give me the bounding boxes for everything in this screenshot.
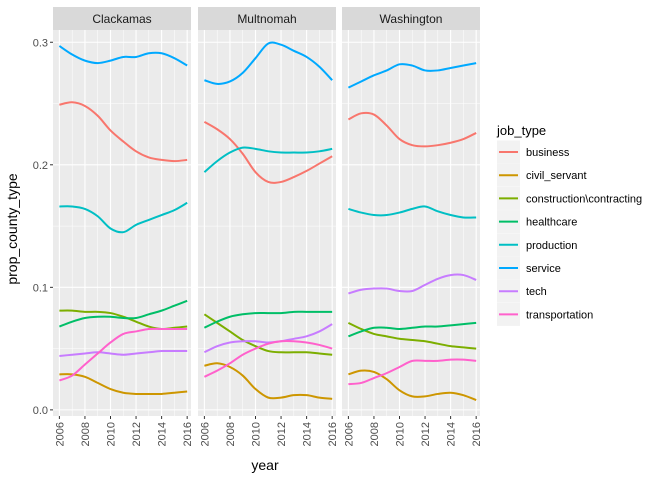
series-line-tech — [59, 349, 188, 357]
x-tick-label: 2006 — [54, 422, 66, 446]
x-tick-label: 2016 — [327, 422, 339, 446]
series-line-healthcare — [348, 321, 477, 338]
facet-strip — [198, 7, 336, 30]
facet-strip-label: Multnomah — [237, 12, 296, 26]
legend-item-healthcare: healthcare — [497, 210, 577, 234]
panel-background — [198, 30, 336, 416]
x-tick-label: 2006 — [343, 422, 355, 446]
panel-background — [53, 30, 191, 416]
legend-label: tech — [526, 286, 547, 298]
series-line-civil_servant — [59, 373, 188, 396]
series-lines — [58, 45, 188, 396]
y-axis-title: prop_county_type — [4, 173, 20, 285]
legend-item-service: service — [497, 256, 561, 280]
y-tick-label: 0.0 — [33, 405, 48, 417]
x-tick-label: 2014 — [446, 422, 458, 446]
series-lines — [203, 41, 333, 400]
series-line-production — [203, 146, 333, 173]
legend-label: construction\contracting — [526, 193, 642, 205]
series-line-service — [58, 45, 188, 67]
series-line-transportation — [203, 340, 333, 378]
x-axis: 2006 2008 2010 2012 2014 2016 — [343, 416, 483, 446]
panel-washington: Washington 2006 2008 2010 2012 2014 2016 — [342, 7, 483, 446]
series-line-tech — [348, 273, 477, 295]
x-tick-label: 2012 — [276, 422, 288, 446]
series-line-business — [59, 101, 188, 163]
legend-label: business — [526, 147, 570, 159]
x-axis: 2006 2008 2010 2012 2014 2016 — [54, 416, 194, 446]
panel-multnomah: Multnomah 2006 2008 2010 2012 2014 2016 — [198, 7, 339, 446]
x-tick-label: 2008 — [369, 422, 381, 446]
series-line-healthcare — [59, 299, 188, 328]
facet-strip-label: Washington — [380, 12, 443, 26]
panel-clackamas: Clackamas 2006 2008 2010 2012 2014 2016 — [53, 7, 194, 446]
x-tick-label: 2010 — [251, 422, 263, 446]
facet-strip — [342, 7, 480, 30]
x-tick-label: 2016 — [471, 422, 483, 446]
series-line-tech — [203, 323, 333, 354]
gridlines — [198, 30, 336, 416]
x-axis-title: year — [251, 457, 279, 473]
legend-label: civil_servant — [526, 170, 587, 182]
legend-item-transportation: transportation — [497, 302, 593, 326]
series-line-service — [347, 62, 477, 89]
series-line-healthcare — [203, 310, 333, 329]
series-lines — [347, 62, 477, 402]
legend-item-production: production — [497, 233, 577, 257]
y-axis: 0.0 0.1 0.2 0.3 — [33, 37, 53, 417]
facet-strip-label: Clackamas — [92, 12, 151, 26]
series-line-transportation — [348, 358, 477, 386]
y-tick-label: 0.3 — [33, 37, 48, 49]
x-tick-label: 2006 — [199, 422, 211, 446]
series-line-transportation — [59, 327, 188, 382]
legend-label: service — [526, 263, 561, 275]
x-tick-label: 2014 — [302, 422, 314, 446]
x-tick-label: 2010 — [395, 422, 407, 446]
legend-item-civil_servant: civil_servant — [497, 163, 587, 187]
legend-item-construction: construction\contracting — [497, 186, 642, 210]
x-tick-label: 2010 — [106, 422, 118, 446]
series-line-production — [348, 205, 477, 219]
series-line-civil_servant — [348, 369, 477, 402]
gridlines — [342, 30, 480, 416]
x-tick-label: 2014 — [157, 422, 169, 446]
y-tick-label: 0.1 — [33, 282, 48, 294]
x-tick-label: 2012 — [131, 422, 143, 446]
series-line-production — [59, 201, 188, 234]
legend-label: transportation — [526, 309, 593, 321]
series-line-construction — [347, 321, 477, 350]
panel-background — [342, 30, 480, 416]
facet-strip — [53, 7, 191, 30]
series-line-service — [204, 41, 333, 85]
legend-item-business: business — [497, 140, 570, 164]
gridlines — [53, 30, 191, 416]
x-tick-label: 2016 — [182, 422, 194, 446]
x-tick-label: 2008 — [80, 422, 92, 446]
legend-title: job_type — [496, 123, 546, 138]
legend-item-tech: tech — [497, 279, 547, 303]
x-tick-label: 2012 — [420, 422, 432, 446]
x-axis: 2006 2008 2010 2012 2014 2016 — [199, 416, 339, 446]
series-line-business — [203, 121, 333, 184]
legend-label: production — [526, 240, 577, 252]
legend: job_type business civil_servant constructio… — [496, 123, 642, 326]
series-line-construction — [203, 313, 333, 356]
y-tick-label: 0.2 — [33, 160, 48, 172]
series-line-business — [347, 111, 477, 148]
x-tick-label: 2008 — [225, 422, 237, 446]
legend-label: healthcare — [526, 217, 577, 229]
